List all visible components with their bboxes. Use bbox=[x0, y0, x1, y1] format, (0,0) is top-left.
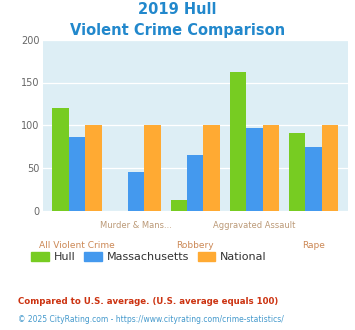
Text: © 2025 CityRating.com - https://www.cityrating.com/crime-statistics/: © 2025 CityRating.com - https://www.city… bbox=[18, 315, 284, 324]
Legend: Hull, Massachusetts, National: Hull, Massachusetts, National bbox=[27, 248, 271, 267]
Bar bbox=[128, 172, 144, 211]
Bar bbox=[246, 128, 263, 211]
Bar bbox=[85, 125, 102, 211]
Text: All Violent Crime: All Violent Crime bbox=[39, 241, 115, 250]
Bar bbox=[230, 72, 246, 211]
Bar bbox=[203, 125, 220, 211]
Text: Compared to U.S. average. (U.S. average equals 100): Compared to U.S. average. (U.S. average … bbox=[18, 297, 278, 306]
Bar bbox=[69, 137, 85, 211]
Bar bbox=[289, 133, 305, 211]
Bar bbox=[305, 147, 322, 211]
Bar bbox=[144, 125, 161, 211]
Bar bbox=[53, 108, 69, 211]
Bar bbox=[171, 200, 187, 211]
Text: Murder & Mans...: Murder & Mans... bbox=[100, 221, 172, 230]
Text: Violent Crime Comparison: Violent Crime Comparison bbox=[70, 23, 285, 38]
Bar bbox=[322, 125, 338, 211]
Text: 2019 Hull: 2019 Hull bbox=[138, 2, 217, 16]
Bar bbox=[187, 155, 203, 211]
Text: Robbery: Robbery bbox=[176, 241, 214, 250]
Text: Rape: Rape bbox=[302, 241, 325, 250]
Bar bbox=[263, 125, 279, 211]
Text: Aggravated Assault: Aggravated Assault bbox=[213, 221, 295, 230]
